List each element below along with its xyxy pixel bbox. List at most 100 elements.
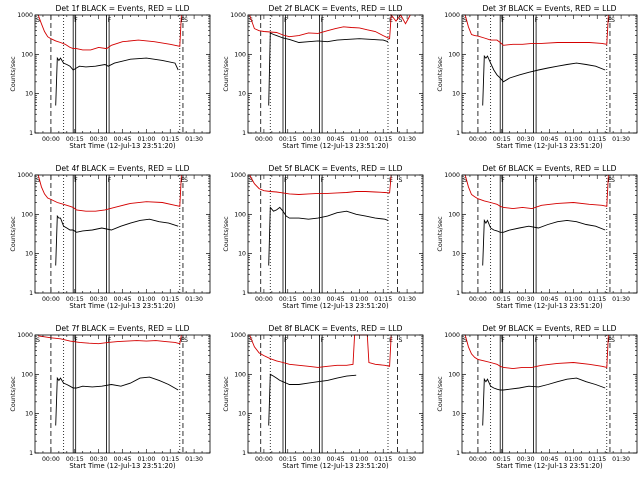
x-tick-label: 00:00 bbox=[42, 136, 60, 143]
marker-label: E bbox=[181, 337, 185, 344]
marker-label: F bbox=[535, 337, 539, 344]
x-tick-label: 00:30 bbox=[90, 136, 108, 143]
plot-frame bbox=[461, 174, 638, 294]
marker-label: S bbox=[249, 17, 253, 24]
events-series-line bbox=[55, 56, 179, 106]
events-series-line bbox=[268, 373, 357, 426]
x-axis-label: Start Time (12-Jul-13 23:51:20) bbox=[282, 302, 389, 310]
x-tick-label: 00:45 bbox=[541, 456, 559, 463]
marker-label: F bbox=[284, 337, 288, 344]
x-tick-label: 01:15 bbox=[588, 136, 606, 143]
marker-label: F bbox=[321, 337, 325, 344]
marker-label: E bbox=[608, 177, 612, 184]
x-tick-label: 01:15 bbox=[588, 296, 606, 303]
marker-label: F bbox=[74, 177, 78, 184]
y-axis-label: Counts/sec bbox=[9, 376, 17, 412]
marker-label: F bbox=[74, 337, 78, 344]
y-tick-label: 1 bbox=[242, 130, 246, 137]
x-tick-label: 00:30 bbox=[303, 296, 321, 303]
marker-label: F bbox=[108, 337, 112, 344]
x-tick-label: 01:15 bbox=[161, 136, 179, 143]
marker-label: S bbox=[184, 177, 188, 184]
marker-label: F bbox=[74, 17, 78, 24]
x-tick-label: 00:15 bbox=[493, 136, 511, 143]
x-tick-label: 01:30 bbox=[185, 296, 203, 303]
lld-series-line bbox=[249, 334, 392, 368]
events-series-line bbox=[55, 214, 179, 266]
x-tick-label: 01:30 bbox=[185, 136, 203, 143]
y-tick-label: 10 bbox=[238, 251, 246, 258]
panel-title: Det 2f BLACK = Events, RED = LLD bbox=[269, 4, 403, 13]
x-tick-label: 00:00 bbox=[469, 456, 487, 463]
x-tick-label: 01:30 bbox=[398, 136, 416, 143]
panel-title: Det 8f BLACK = Events, RED = LLD bbox=[269, 324, 403, 333]
y-tick-label: 10 bbox=[238, 411, 246, 418]
marker-label: E bbox=[608, 17, 612, 24]
events-series-line bbox=[268, 206, 389, 266]
x-tick-label: 00:30 bbox=[303, 136, 321, 143]
marker-label: F bbox=[321, 177, 325, 184]
y-tick-label: 100 bbox=[234, 211, 246, 218]
x-tick-label: 01:00 bbox=[564, 456, 582, 463]
y-axis-label: Counts/sec bbox=[9, 216, 17, 252]
marker-label: S bbox=[399, 337, 403, 344]
x-tick-label: 00:15 bbox=[493, 456, 511, 463]
x-tick-label: 01:30 bbox=[612, 136, 630, 143]
marker-label: F bbox=[535, 17, 539, 24]
x-tick-label: 00:30 bbox=[90, 456, 108, 463]
y-tick-label: 1000 bbox=[17, 332, 33, 339]
marker-label: S bbox=[184, 337, 188, 344]
panel-title: Det 3f BLACK = Events, RED = LLD bbox=[483, 4, 617, 13]
x-tick-label: 01:15 bbox=[588, 456, 606, 463]
marker-label: S bbox=[611, 337, 615, 344]
marker-label: S bbox=[463, 177, 467, 184]
x-tick-label: 01:30 bbox=[185, 456, 203, 463]
marker-label: S bbox=[36, 177, 40, 184]
y-tick-label: 100 bbox=[448, 51, 460, 58]
x-tick-label: 01:15 bbox=[374, 136, 392, 143]
x-tick-label: 00:30 bbox=[517, 296, 535, 303]
x-tick-label: 00:00 bbox=[255, 136, 273, 143]
panel-title: Det 7f BLACK = Events, RED = LLD bbox=[56, 324, 190, 333]
x-tick-label: 00:30 bbox=[90, 296, 108, 303]
y-tick-label: 1000 bbox=[444, 172, 460, 179]
marker-label: F bbox=[501, 337, 505, 344]
x-tick-label: 00:15 bbox=[66, 456, 84, 463]
x-tick-label: 00:45 bbox=[114, 296, 132, 303]
y-tick-label: 100 bbox=[234, 371, 246, 378]
x-tick-label: 00:30 bbox=[303, 456, 321, 463]
x-tick-label: 01:00 bbox=[350, 136, 368, 143]
x-tick-label: 01:00 bbox=[137, 456, 155, 463]
marker-label: F bbox=[321, 17, 325, 24]
marker-label: S bbox=[36, 337, 40, 344]
x-tick-label: 00:30 bbox=[517, 136, 535, 143]
marker-label: S bbox=[399, 177, 403, 184]
plot-frame bbox=[34, 174, 211, 294]
events-series-line bbox=[55, 376, 179, 426]
x-tick-label: 01:00 bbox=[350, 456, 368, 463]
marker-label: S bbox=[463, 337, 467, 344]
plot-frame bbox=[247, 334, 424, 454]
marker-label: F bbox=[284, 177, 288, 184]
y-tick-label: 1000 bbox=[17, 172, 33, 179]
y-axis-label: Counts/sec bbox=[436, 56, 444, 92]
x-tick-label: 00:45 bbox=[114, 136, 132, 143]
y-tick-label: 1000 bbox=[230, 12, 246, 19]
marker-label: S bbox=[611, 177, 615, 184]
x-tick-label: 00:30 bbox=[517, 456, 535, 463]
y-axis-label: Counts/sec bbox=[222, 376, 230, 412]
x-tick-label: 00:00 bbox=[255, 296, 273, 303]
marker-label: F bbox=[501, 177, 505, 184]
marker-label: S bbox=[249, 337, 253, 344]
y-tick-label: 1000 bbox=[444, 332, 460, 339]
x-tick-label: 01:30 bbox=[398, 456, 416, 463]
y-tick-label: 100 bbox=[21, 371, 33, 378]
marker-label: F bbox=[535, 177, 539, 184]
y-tick-label: 1000 bbox=[17, 12, 33, 19]
y-tick-label: 10 bbox=[452, 91, 460, 98]
